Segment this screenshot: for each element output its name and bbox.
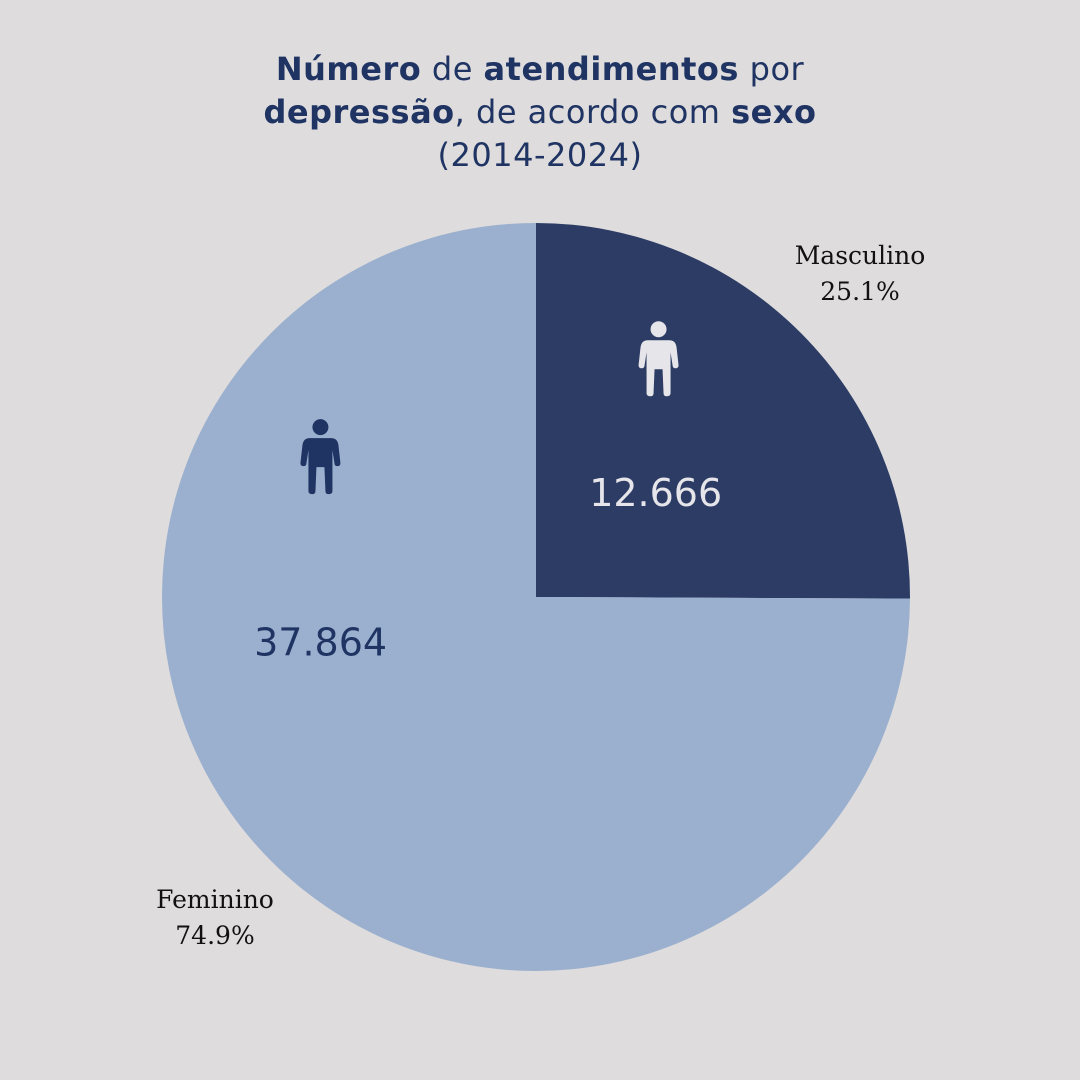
title-phrase-de-acordo-com: , de acordo com — [454, 93, 732, 131]
slice-label-feminino: Feminino 74.9% — [115, 882, 315, 954]
title-word-numero: Número — [275, 50, 422, 88]
title-word-de: de — [421, 50, 484, 88]
chart-title-line-3: (2014-2024) — [0, 134, 1080, 177]
pie-slice-masculino — [536, 223, 910, 599]
title-word-depressao: depressão — [263, 93, 455, 131]
chart-title: Número de atendimentos por depressão, de… — [0, 48, 1080, 177]
title-word-por: por — [738, 50, 805, 88]
person-icon-feminino — [300, 419, 341, 495]
slice-category-masculino: Masculino — [794, 241, 926, 270]
slice-value-feminino: 37.864 — [254, 620, 387, 664]
slice-percent-masculino: 25.1% — [820, 277, 900, 306]
pie-slice-feminino — [162, 223, 910, 971]
title-period: (2014-2024) — [437, 136, 643, 174]
title-word-sexo: sexo — [731, 93, 817, 131]
person-icon-masculino — [638, 321, 679, 397]
slice-value-masculino: 12.666 — [589, 471, 722, 515]
slice-label-masculino: Masculino 25.1% — [760, 238, 960, 310]
slice-percent-feminino: 74.9% — [175, 921, 255, 950]
chart-title-line-2: depressão, de acordo com sexo — [0, 91, 1080, 134]
slice-category-feminino: Feminino — [156, 885, 274, 914]
chart-title-line-1: Número de atendimentos por — [0, 48, 1080, 91]
title-word-atendimentos: atendimentos — [483, 50, 739, 88]
